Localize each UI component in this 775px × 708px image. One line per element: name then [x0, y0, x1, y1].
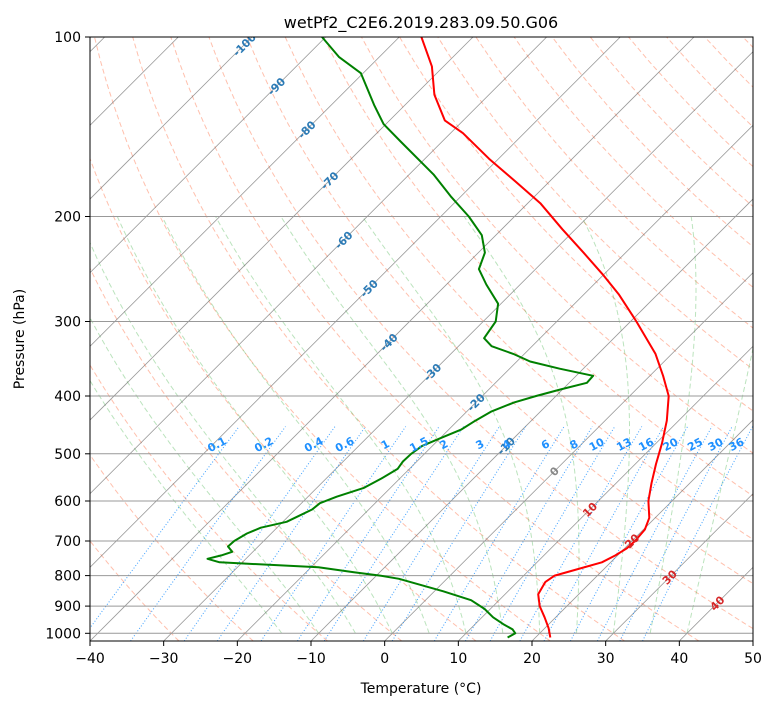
x-tick-label: 10	[449, 651, 467, 667]
x-tick-label: −30	[149, 651, 179, 667]
mixing-ratio-label: 16	[636, 435, 656, 454]
dry-adiabat-line	[90, 157, 477, 641]
mixing-ratio-label: 20	[661, 435, 681, 454]
chart-title: wetPf2_C2E6.2019.283.09.50.G06	[284, 13, 558, 33]
y-tick-label: 800	[54, 569, 81, 585]
y-tick-label: 1000	[45, 626, 81, 642]
isotherm-line	[90, 37, 253, 200]
x-tick-label: −20	[223, 651, 253, 667]
isotherm-line	[531, 419, 753, 641]
y-tick-label: 400	[54, 389, 81, 405]
mixing-ratio-line	[433, 426, 565, 641]
mixing-ratio-line	[323, 426, 465, 641]
isotherm-line	[163, 51, 753, 641]
isotherm-line	[237, 124, 753, 641]
moist-adiabat-line	[215, 216, 467, 634]
isotherm-line	[605, 493, 753, 641]
dry-adiabat-line	[284, 37, 753, 541]
dry-adiabat-line	[208, 37, 753, 630]
mixing-ratio-line	[130, 426, 286, 641]
dry-adiabat-line	[132, 37, 625, 641]
mixing-ratio-line	[216, 426, 366, 641]
x-tick-label: 20	[523, 651, 541, 667]
mixing-ratio-line	[362, 426, 500, 641]
dry-adiabat-line	[246, 37, 753, 585]
mixing-ratio-line	[619, 426, 733, 641]
y-axis: 100 200 300 400 500 600 700 800 900 1000	[45, 30, 90, 642]
mixing-ratio-line	[297, 426, 440, 641]
isotherm-line	[310, 198, 753, 641]
dry-adiabat-line	[513, 37, 753, 288]
dry-adiabat-line	[361, 37, 753, 454]
mixing-ratio-label: 25	[685, 435, 705, 454]
isotherm-line	[90, 37, 547, 495]
plot-frame	[89, 36, 754, 642]
x-axis: −40 −30 −20 −10 0 10 20 30 40 50	[75, 641, 762, 667]
mixing-ratio-label: 10	[587, 435, 607, 454]
x-tick-label: 0	[380, 651, 389, 667]
isotherm-line	[90, 37, 326, 274]
y-tick-label: 900	[54, 599, 81, 615]
dry-adiabat-line	[94, 37, 551, 641]
mixing-ratio-label: 36	[727, 435, 747, 454]
mixing-ratio-line	[596, 426, 713, 641]
moist-adiabat-line	[116, 216, 393, 634]
y-tick-label: 100	[54, 30, 81, 46]
y-axis-label: Pressure (hPa)	[12, 289, 28, 389]
dewpoint-profile-line	[206, 37, 595, 639]
isotherm-line	[458, 345, 753, 641]
x-tick-label: 40	[670, 651, 688, 667]
dry-adiabat-line	[90, 267, 403, 641]
dry-adiabat-line	[90, 364, 328, 641]
y-tick-label: 500	[54, 447, 81, 463]
y-tick-label: 600	[54, 494, 81, 510]
dry-adiabat-line	[170, 37, 700, 641]
isotherm-line	[90, 37, 621, 568]
x-tick-label: 30	[597, 651, 615, 667]
isotherm-line	[90, 37, 474, 421]
x-axis-label: Temperature (°C)	[360, 681, 482, 697]
y-tick-label: 200	[54, 210, 81, 226]
mixing-ratio-label: 13	[614, 435, 634, 454]
isotherm-line	[90, 37, 695, 641]
pressure-grid-lines	[90, 37, 753, 634]
x-tick-label: −40	[75, 651, 105, 667]
mixing-ratio-line	[391, 426, 527, 641]
moist-adiabat-line	[361, 216, 541, 634]
x-tick-label: −10	[296, 651, 326, 667]
mixing-ratio-line	[489, 426, 616, 641]
isotherm-line	[384, 272, 753, 641]
dry-adiabat-line	[437, 37, 753, 370]
mixing-ratio-line	[642, 426, 753, 641]
dry-adiabat-line	[90, 453, 254, 641]
dry-adiabat-line	[90, 540, 180, 641]
temperature-profile-line	[420, 37, 670, 638]
isotherm-line	[90, 37, 400, 347]
y-tick-label: 700	[54, 534, 81, 550]
mixing-ratio-line	[260, 426, 407, 641]
mixing-ratio-label: 30	[706, 435, 726, 454]
x-tick-label: 50	[744, 651, 762, 667]
profile-series	[206, 37, 670, 639]
y-tick-label: 300	[54, 315, 81, 331]
